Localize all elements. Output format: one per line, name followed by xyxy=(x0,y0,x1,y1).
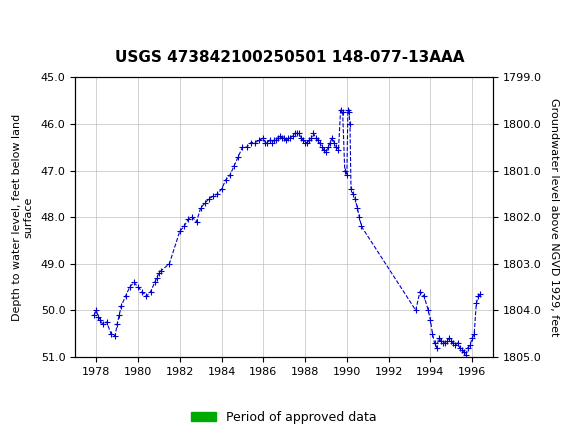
Y-axis label: Groundwater level above NGVD 1929, feet: Groundwater level above NGVD 1929, feet xyxy=(549,98,559,336)
Legend: Period of approved data: Period of approved data xyxy=(186,406,382,429)
Text: USGS 473842100250501 148-077-13AAA: USGS 473842100250501 148-077-13AAA xyxy=(115,49,465,64)
Bar xyxy=(91,357,159,369)
Bar xyxy=(175,357,373,369)
Y-axis label: Depth to water level, feet below land
surface: Depth to water level, feet below land su… xyxy=(12,114,34,321)
Text: ≡USGS: ≡USGS xyxy=(12,16,70,35)
Bar xyxy=(415,357,483,369)
